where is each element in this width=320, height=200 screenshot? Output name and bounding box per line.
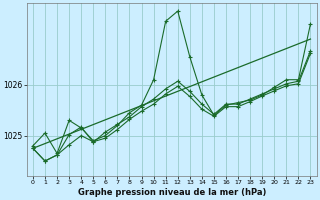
- X-axis label: Graphe pression niveau de la mer (hPa): Graphe pression niveau de la mer (hPa): [77, 188, 266, 197]
